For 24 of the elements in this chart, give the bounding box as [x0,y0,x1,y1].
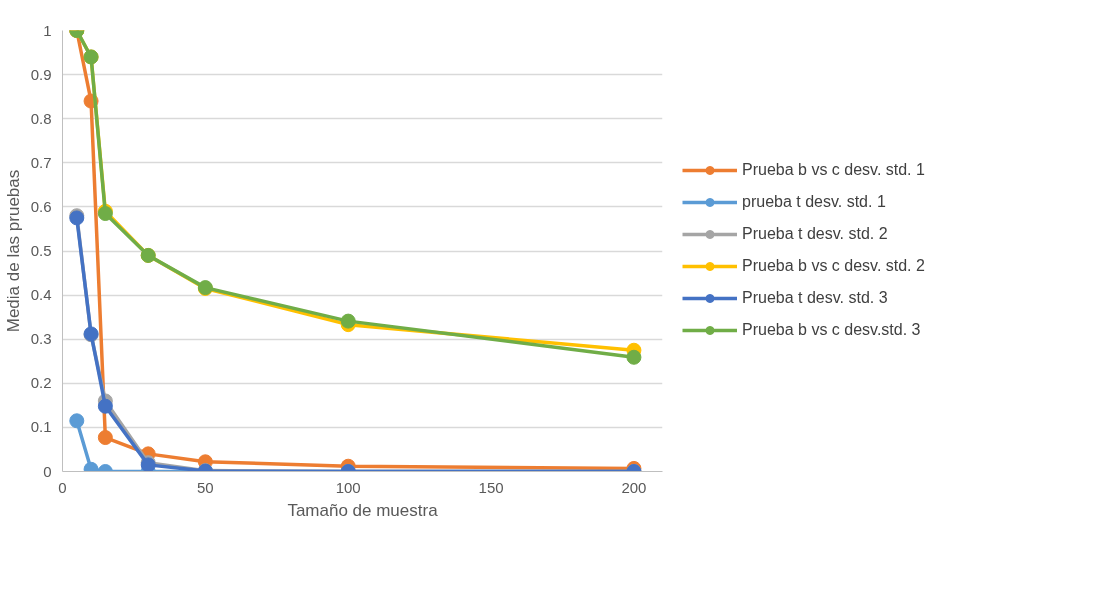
y-tick-label: 1 [43,21,52,39]
x-tick-label: 0 [58,478,67,496]
x-tick-label: 50 [197,478,214,496]
y-tick-label: 0.4 [30,286,52,304]
y-tick-label: 0.3 [30,330,52,348]
y-tick-label: 0.2 [30,374,52,392]
y-tick-label: 0.7 [30,153,52,171]
legend-label: Prueba t desv. std. 2 [742,224,888,244]
y-tick-label: 0 [43,462,52,480]
y-tick-label: 0.8 [30,109,52,127]
x-tick-label: 100 [335,478,361,496]
legend-label: Prueba t desv. std. 3 [742,288,888,308]
y-tick-label: 0.9 [30,65,52,83]
legend-label: Prueba b vs c desv. std. 1 [742,160,925,180]
legend-label: prueba t desv. std. 1 [742,192,886,212]
y-tick-label: 0.6 [30,197,52,215]
y-tick-label: 0.1 [30,418,52,436]
y-axis-title: Media de las pruebas [3,169,23,333]
x-tick-label: 200 [621,478,647,496]
x-axis-title: Tamaño de muestra [287,500,439,520]
y-tick-label: 0.5 [30,242,52,259]
legend-label: Prueba b vs c desv.std. 3 [742,320,921,340]
x-tick-label: 150 [478,478,504,496]
legend-label: Prueba b vs c desv. std. 2 [742,256,925,276]
